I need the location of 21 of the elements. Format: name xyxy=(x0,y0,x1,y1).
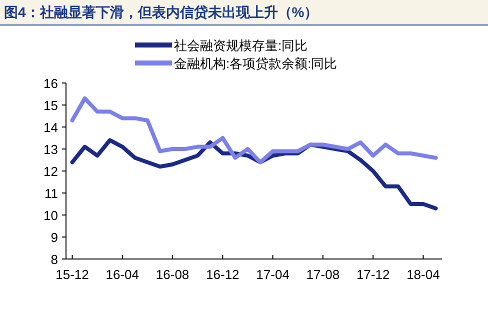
y-tick-label: 8 xyxy=(50,252,58,267)
chart-title: 图4：社融显著下滑，但表内信贷未出现上升（%） xyxy=(4,4,318,20)
y-tick-label: 13 xyxy=(44,142,58,157)
x-tick-label: 16-08 xyxy=(156,267,190,282)
x-tick-label: 17-12 xyxy=(356,267,390,282)
y-tick-label: 11 xyxy=(44,186,58,201)
x-tick-label: 17-08 xyxy=(306,267,340,282)
x-tick-label: 15-12 xyxy=(56,267,89,282)
x-tick-label: 16-04 xyxy=(106,267,140,282)
y-tick-label: 16 xyxy=(44,76,58,91)
y-tick-label: 12 xyxy=(44,164,58,179)
x-tick-label: 18-04 xyxy=(406,267,440,282)
x-tick-label: 17-04 xyxy=(256,267,290,282)
line-series xyxy=(70,96,438,164)
x-tick-label: 16-12 xyxy=(206,267,240,282)
y-tick-label: 14 xyxy=(44,120,58,135)
y-tick-label: 9 xyxy=(50,230,58,245)
legend-label: 社会融资规模存量:同比 xyxy=(174,38,308,53)
y-tick-label: 15 xyxy=(44,98,58,113)
legend-label: 金融机构:各项贷款余额:同比 xyxy=(174,56,338,71)
y-tick-label: 10 xyxy=(44,208,58,223)
